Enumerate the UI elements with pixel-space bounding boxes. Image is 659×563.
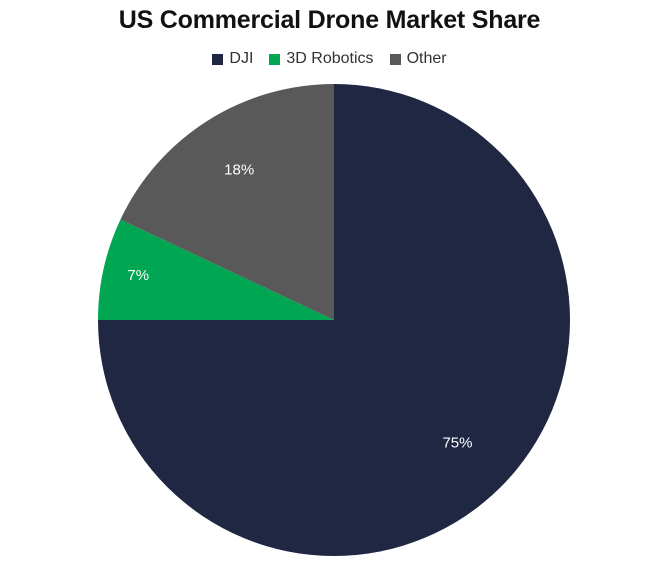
- legend-swatch-dji: [212, 53, 224, 65]
- data-label-dji: 75%: [442, 434, 472, 451]
- legend-swatch-other: [389, 53, 401, 65]
- chart-title: US Commercial Drone Market Share: [118, 6, 541, 34]
- slice-other: [120, 84, 334, 320]
- legend-label-other: Other: [406, 50, 447, 67]
- legend-label-3d-robotics: 3D Robotics: [286, 50, 374, 67]
- data-label-3d-robotics: 7%: [127, 267, 149, 284]
- legend-swatch-3d-robotics: [269, 53, 281, 65]
- legend-item-3d-robotics: 3D Robotics: [269, 50, 374, 68]
- slice-3d-robotics: [98, 219, 334, 320]
- legend-item-dji: DJI: [212, 50, 253, 68]
- data-label-other: 18%: [224, 162, 254, 179]
- legend-label-dji: DJI: [229, 50, 254, 67]
- legend-item-other: Other: [389, 50, 447, 68]
- legend: DJI 3D Robotics Other: [0, 50, 659, 68]
